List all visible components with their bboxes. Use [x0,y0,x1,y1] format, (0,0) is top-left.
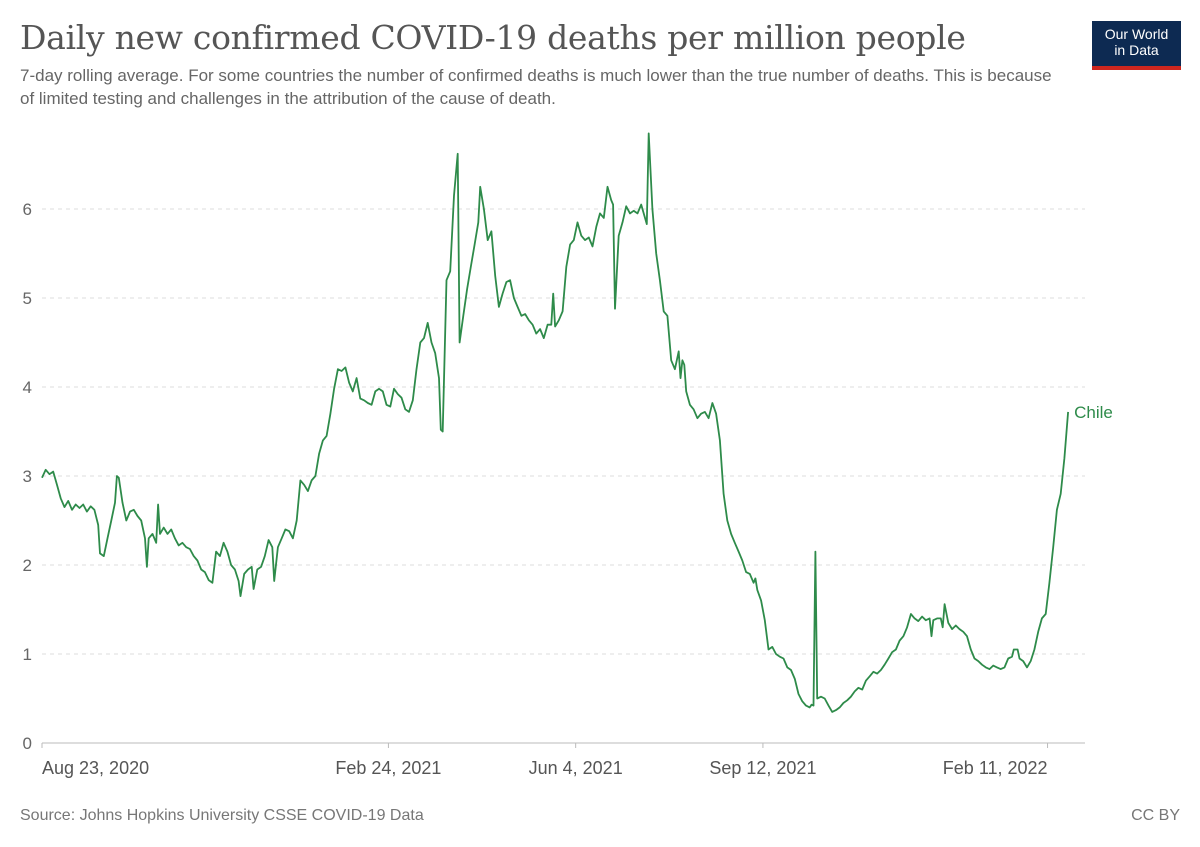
logo-accent-bar [1092,66,1181,70]
y-axis-ticks: 0 1 2 3 4 5 6 [23,200,32,753]
owid-logo[interactable]: Our World in Data [1092,21,1181,70]
y-tick-label: 2 [23,556,32,575]
series-group: Chile [41,132,1113,713]
chart-title: Daily new confirmed COVID-19 deaths per … [20,18,966,57]
series-label: Chile [1074,403,1113,422]
y-tick-label: 6 [23,200,32,219]
logo-line-1: Our World [1104,26,1169,42]
y-tick-label: 5 [23,289,32,308]
y-tick-label: 4 [23,378,32,397]
source-note[interactable]: Source: Johns Hopkins University CSSE CO… [20,807,424,824]
x-tick-label: Sep 12, 2021 [709,758,816,778]
chart-subtitle: 7-day rolling average. For some countrie… [20,66,1052,108]
gridlines [42,208,1085,655]
x-tick-label: Feb 24, 2021 [335,758,441,778]
x-axis: Aug 23, 2020 Feb 24, 2021 Jun 4, 2021 Sep 1… [41,742,1085,778]
series-line-chile [41,132,1069,713]
y-tick-label: 0 [23,734,32,753]
y-tick-label: 3 [23,467,32,486]
logo-line-2: in Data [1114,42,1159,58]
x-tick-label: Jun 4, 2021 [529,758,623,778]
license-link[interactable]: CC BY [1131,807,1180,824]
x-tick-label: Feb 11, 2022 [943,758,1048,778]
y-tick-label: 1 [23,645,32,664]
x-tick-label: Aug 23, 2020 [42,758,149,778]
